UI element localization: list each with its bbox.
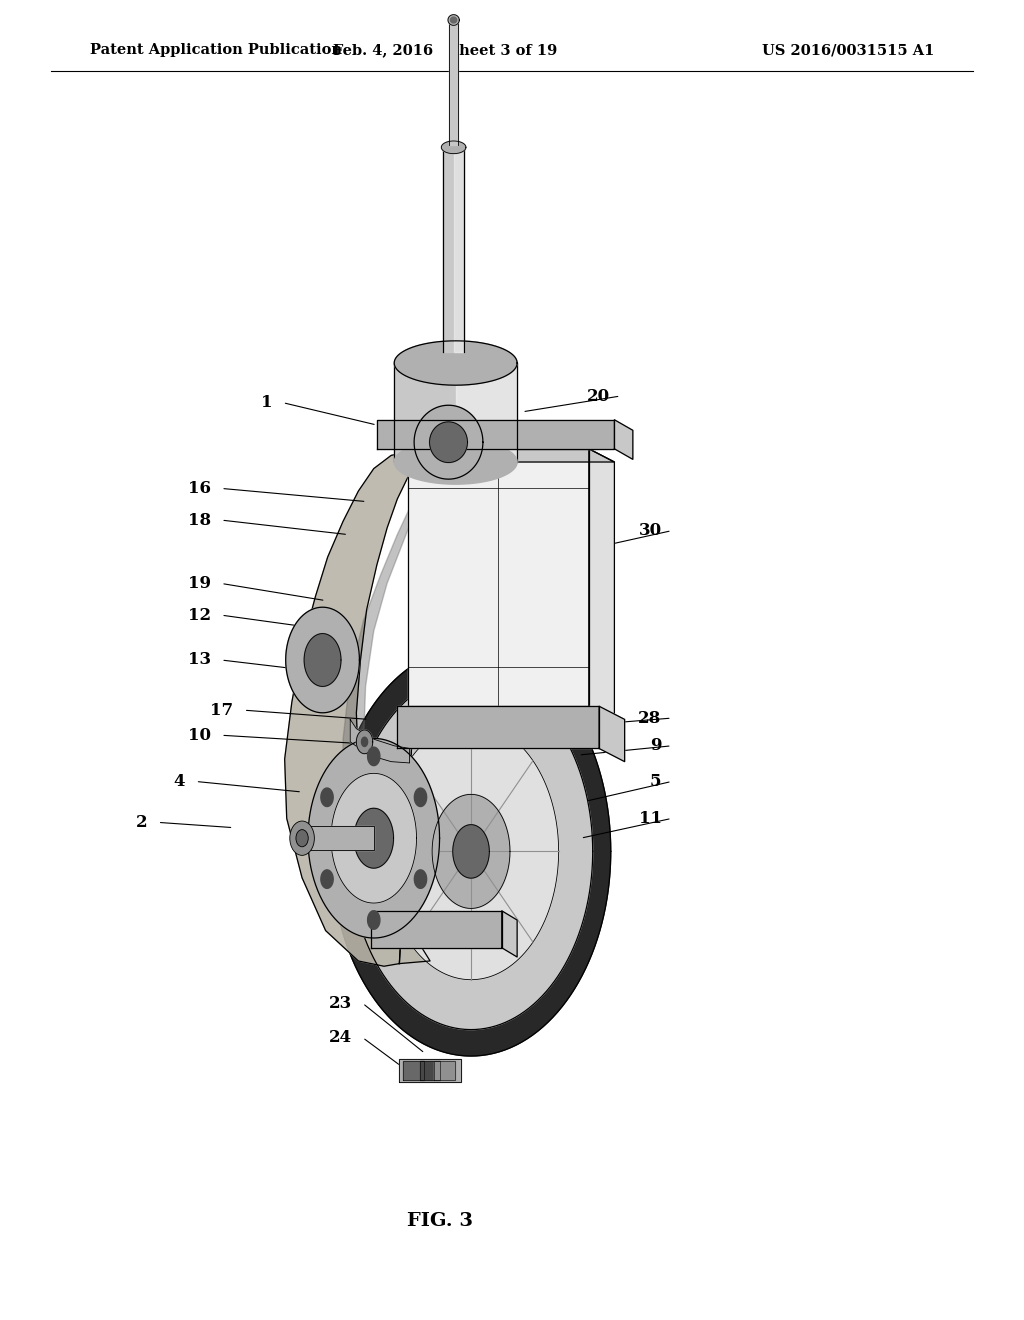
Text: Feb. 4, 2016   Sheet 3 of 19: Feb. 4, 2016 Sheet 3 of 19 bbox=[334, 44, 557, 57]
Text: 4: 4 bbox=[174, 774, 185, 789]
Text: 1: 1 bbox=[261, 395, 272, 411]
Polygon shape bbox=[368, 747, 380, 766]
Text: 18: 18 bbox=[187, 512, 211, 528]
Text: 20: 20 bbox=[587, 388, 610, 404]
Text: 30: 30 bbox=[638, 523, 662, 539]
Polygon shape bbox=[599, 706, 625, 762]
Text: 5: 5 bbox=[650, 774, 662, 789]
Polygon shape bbox=[454, 148, 464, 352]
Polygon shape bbox=[361, 738, 368, 746]
Polygon shape bbox=[408, 449, 614, 462]
Polygon shape bbox=[434, 1061, 455, 1080]
Polygon shape bbox=[443, 148, 464, 352]
Polygon shape bbox=[356, 730, 373, 754]
Polygon shape bbox=[408, 449, 589, 706]
Polygon shape bbox=[502, 911, 517, 957]
Polygon shape bbox=[343, 495, 418, 935]
Polygon shape bbox=[432, 795, 510, 908]
Polygon shape bbox=[456, 363, 517, 462]
Polygon shape bbox=[614, 420, 633, 459]
Polygon shape bbox=[377, 420, 614, 449]
Text: 24: 24 bbox=[329, 1030, 352, 1045]
Text: US 2016/0031515 A1: US 2016/0031515 A1 bbox=[762, 44, 934, 57]
Polygon shape bbox=[321, 870, 333, 888]
Polygon shape bbox=[449, 15, 459, 25]
Polygon shape bbox=[453, 825, 489, 878]
Polygon shape bbox=[451, 17, 457, 22]
Polygon shape bbox=[394, 341, 517, 385]
Polygon shape bbox=[332, 647, 610, 1056]
Polygon shape bbox=[308, 738, 439, 939]
Polygon shape bbox=[371, 911, 502, 948]
Polygon shape bbox=[449, 20, 459, 145]
Polygon shape bbox=[321, 788, 333, 807]
Polygon shape bbox=[399, 1059, 461, 1082]
Text: 17: 17 bbox=[210, 702, 233, 718]
Polygon shape bbox=[403, 1061, 424, 1080]
Text: 11: 11 bbox=[639, 810, 662, 826]
Ellipse shape bbox=[290, 821, 314, 855]
Polygon shape bbox=[331, 774, 417, 903]
Polygon shape bbox=[420, 1061, 440, 1080]
Polygon shape bbox=[414, 405, 483, 479]
Text: 12: 12 bbox=[187, 607, 211, 623]
Text: FIG. 3: FIG. 3 bbox=[408, 1212, 473, 1230]
Polygon shape bbox=[302, 826, 374, 850]
Text: 2: 2 bbox=[136, 814, 147, 830]
Text: 13: 13 bbox=[187, 652, 211, 668]
Polygon shape bbox=[304, 634, 341, 686]
Polygon shape bbox=[286, 607, 359, 713]
Polygon shape bbox=[285, 451, 430, 966]
Text: 23: 23 bbox=[329, 995, 352, 1011]
Text: 10: 10 bbox=[188, 727, 211, 743]
Polygon shape bbox=[354, 808, 393, 869]
Text: 28: 28 bbox=[638, 710, 662, 726]
Polygon shape bbox=[394, 363, 517, 462]
Polygon shape bbox=[349, 673, 593, 1030]
Text: 9: 9 bbox=[650, 738, 662, 754]
Polygon shape bbox=[397, 706, 599, 748]
Polygon shape bbox=[441, 141, 466, 153]
Text: 19: 19 bbox=[188, 576, 211, 591]
Polygon shape bbox=[415, 870, 427, 888]
Text: 16: 16 bbox=[188, 480, 211, 496]
Polygon shape bbox=[430, 422, 467, 462]
Polygon shape bbox=[368, 911, 380, 929]
Text: Patent Application Publication: Patent Application Publication bbox=[90, 44, 342, 57]
Polygon shape bbox=[394, 440, 517, 484]
Polygon shape bbox=[589, 449, 614, 719]
Polygon shape bbox=[383, 723, 559, 979]
Polygon shape bbox=[415, 788, 427, 807]
Polygon shape bbox=[350, 719, 410, 763]
Ellipse shape bbox=[296, 830, 308, 847]
